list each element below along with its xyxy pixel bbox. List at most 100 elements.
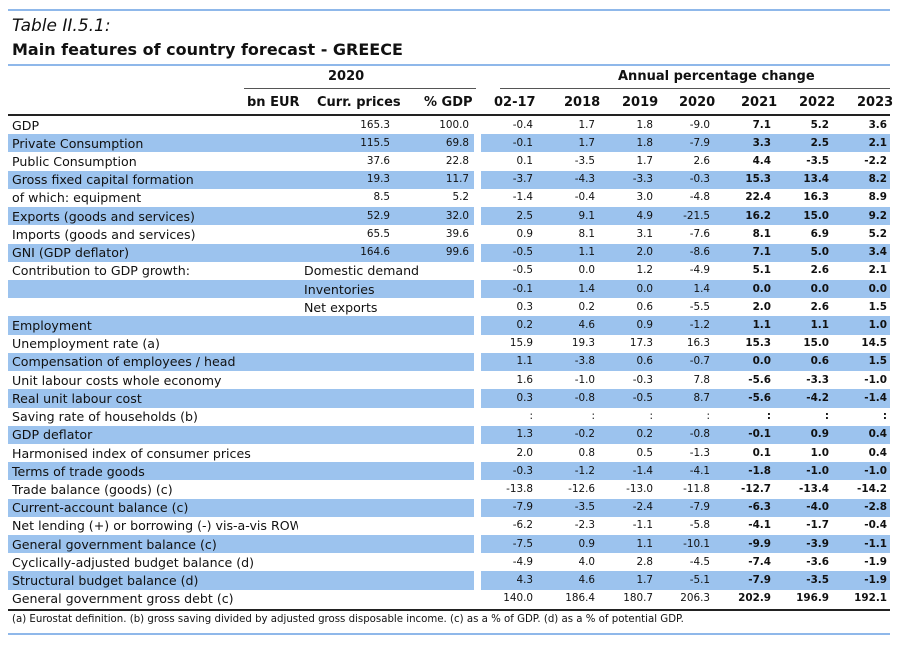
cell-value: -1.0	[832, 462, 890, 481]
cell-value: -1.3	[689, 446, 710, 459]
col-header-2019: 2019	[622, 95, 659, 110]
cell-value: 6.9	[810, 227, 829, 240]
table-row: Terms of trade goods -0.3 -1.2 -1.4 -4.1 -1.8…	[8, 462, 890, 481]
cell-value: 4.6	[541, 316, 601, 335]
cell-value	[298, 371, 392, 389]
cell-value: 1.7	[601, 571, 659, 590]
cell-value: -10.1	[659, 535, 716, 554]
cell-value: -0.1	[481, 279, 541, 299]
cell-value: 52.9	[298, 207, 392, 226]
cell-value	[392, 444, 474, 462]
cell-value: 37.6	[366, 155, 390, 168]
cell-value: 1.1	[481, 352, 541, 372]
cell-value: 1.7	[578, 118, 595, 131]
cell-value: -8.6	[659, 243, 716, 262]
cell-value: 1.1	[774, 316, 832, 335]
cell-value: :	[529, 410, 533, 423]
cell-value: -0.5	[512, 264, 533, 277]
cell-value: -9.9	[716, 535, 774, 554]
cell-value: -0.5	[601, 389, 659, 408]
table-row: Current-account balance (c) -7.9 -3.5 -2.4-…	[8, 498, 890, 517]
cell-value: 7.1	[716, 243, 774, 262]
row-label: Employment	[8, 316, 298, 335]
cell-value: 14.5	[861, 337, 887, 350]
cell-value: 9.2	[832, 207, 890, 226]
row-sublabel: Inventories	[298, 279, 474, 299]
table-row: Imports (goods and services) 65.5 39.6 0.9 8…	[8, 225, 890, 243]
cell-value: -1.2	[541, 462, 601, 481]
cell-value: -7.9	[481, 498, 541, 517]
cell-value: 3.1	[636, 227, 653, 240]
row-sublabel: Net exports	[304, 299, 378, 315]
cell-value: -6.3	[716, 498, 774, 517]
cell-value: 15.0	[803, 337, 829, 350]
cell-value	[298, 389, 392, 408]
cell-value: -0.5	[481, 243, 541, 262]
cell-value: :	[824, 410, 829, 423]
cell-value: -3.8	[541, 352, 601, 372]
cell-value: 16.3	[803, 191, 829, 204]
cell-value	[392, 389, 474, 408]
table-row: Private Consumption 115.5 69.8 -0.1 1.7 1.8 -7…	[8, 134, 890, 153]
cell-value: -9.0	[689, 118, 710, 131]
cell-value: 0.9	[516, 227, 533, 240]
cell-value: -3.6	[806, 555, 829, 568]
cell-value: -1.4	[601, 462, 659, 481]
cell-value: 4.4	[752, 155, 771, 168]
cell-value: -3.3	[806, 373, 829, 386]
row-label: Unemployment rate (a)	[12, 336, 160, 352]
cell-value: 0.2	[601, 425, 659, 444]
cell-value: -3.5	[774, 571, 832, 590]
row-label: Imports (goods and services)	[12, 226, 196, 242]
cell-value: -1.1	[832, 535, 890, 554]
cell-value: 2.0	[601, 243, 659, 262]
cell-value: -0.3	[481, 462, 541, 481]
row-label: GNI (GDP deflator)	[8, 243, 298, 262]
cell-value: -5.5	[689, 300, 710, 313]
cell-value: -1.9	[864, 555, 887, 568]
cell-value: 4.0	[578, 555, 595, 568]
cell-value: 164.6	[298, 243, 392, 262]
row-label: GDP deflator	[8, 425, 298, 444]
cell-value: 3.6	[868, 118, 887, 131]
column-gap	[474, 116, 481, 134]
header-rule-annual	[500, 88, 890, 89]
cell-value	[298, 425, 392, 444]
cell-value: -7.9	[716, 571, 774, 590]
cell-value	[392, 408, 474, 426]
cell-value: -4.9	[512, 555, 533, 568]
cell-value: -1.0	[774, 462, 832, 481]
column-gap	[474, 535, 481, 553]
cell-value	[298, 408, 392, 426]
row-label: of which: equipment	[12, 190, 142, 206]
table-row: General government balance (c) -7.5 0.9 1.1…	[8, 535, 890, 554]
row-label: Net lending (+) or borrowing (-) vis-a-v…	[12, 518, 298, 534]
cell-value: 2.6	[810, 264, 829, 277]
cell-value: -7.6	[689, 227, 710, 240]
cell-value: -7.4	[748, 555, 771, 568]
column-gap	[474, 225, 481, 243]
cell-value: -3.9	[774, 535, 832, 554]
cell-value: -1.4	[832, 389, 890, 408]
cell-value: 0.0	[601, 279, 659, 299]
cell-value	[298, 517, 392, 535]
cell-value: 4.3	[481, 571, 541, 590]
column-gap	[474, 408, 481, 426]
cell-value: -5.6	[748, 373, 771, 386]
cell-value: 2.6	[810, 300, 829, 313]
footnote: (a) Eurostat definition. (b) gross savin…	[12, 614, 684, 625]
top-rule	[8, 9, 890, 11]
cell-value: -0.2	[541, 425, 601, 444]
cell-value	[392, 316, 474, 335]
cell-value: 7.8	[693, 373, 710, 386]
cell-value: 1.7	[541, 134, 601, 153]
cell-value: 8.1	[752, 227, 771, 240]
cell-value: 0.9	[774, 425, 832, 444]
cell-value: 13.4	[774, 170, 832, 189]
cell-value	[298, 535, 392, 554]
cell-value: 0.6	[601, 352, 659, 372]
cell-value: 5.1	[752, 264, 771, 277]
cell-value	[298, 352, 392, 372]
cell-value: 1.4	[541, 279, 601, 299]
cell-value: 15.9	[509, 337, 533, 350]
